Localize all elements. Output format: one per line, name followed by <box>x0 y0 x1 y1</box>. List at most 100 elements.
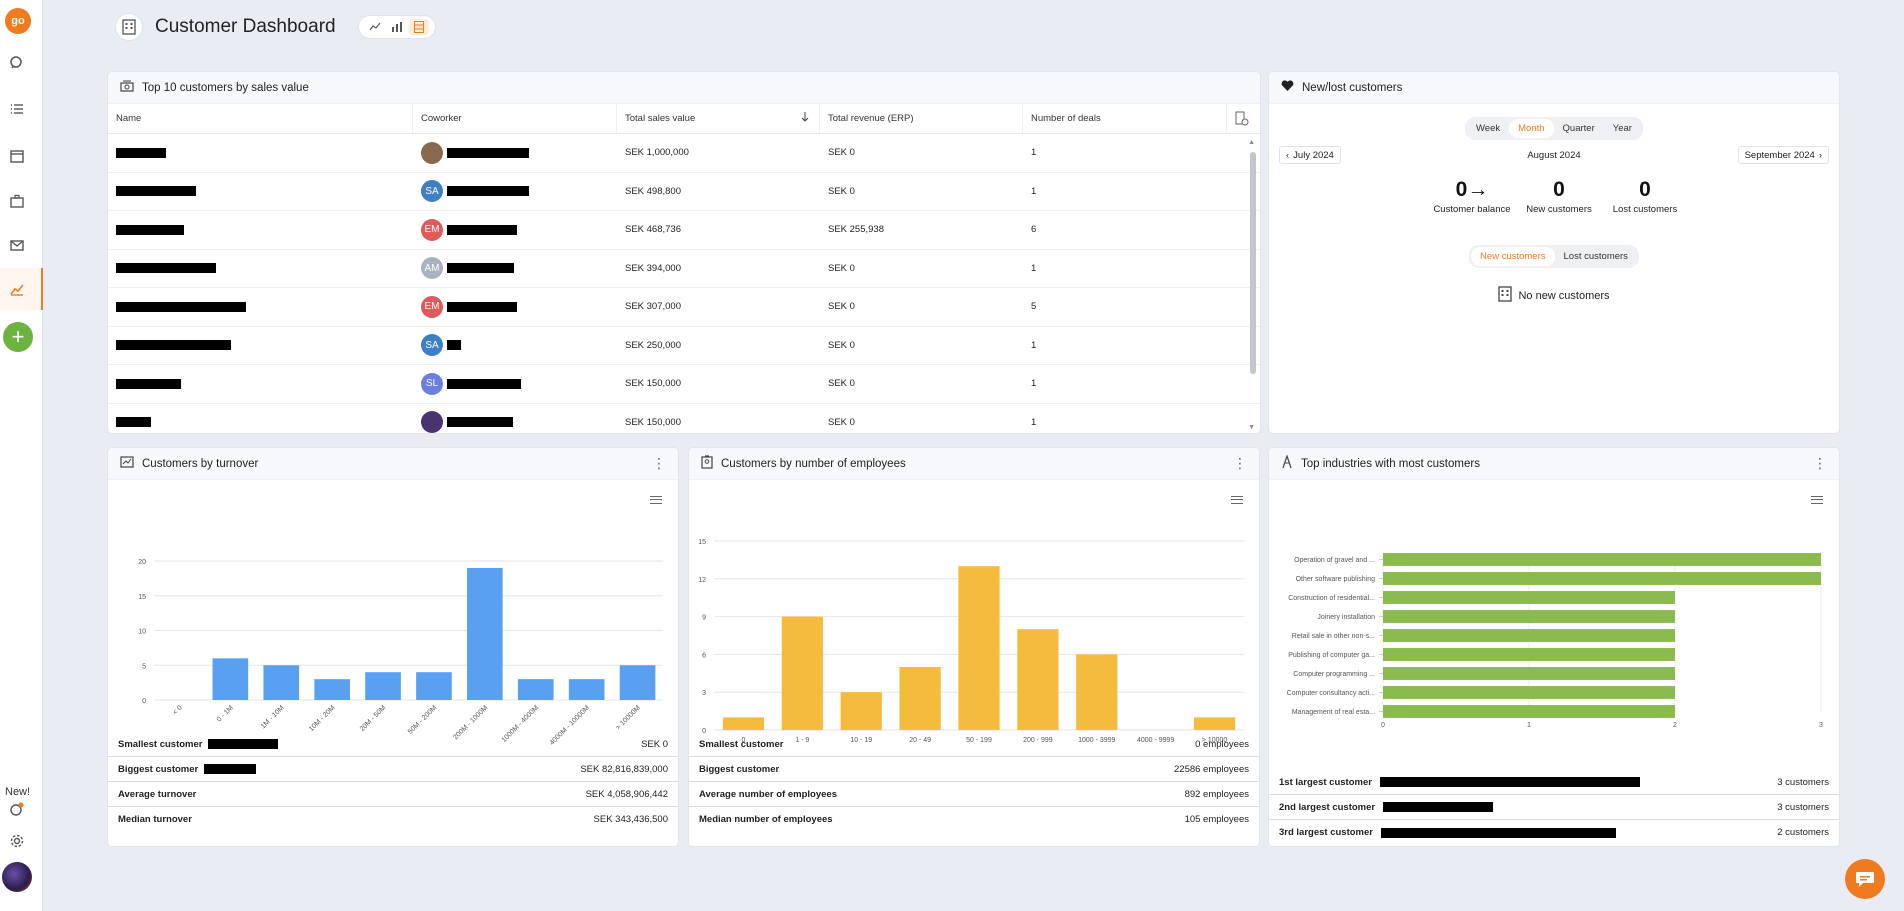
more-options-icon[interactable]: ⋮ <box>652 455 666 471</box>
cell-name[interactable] <box>108 224 413 235</box>
cell-coworker[interactable] <box>413 411 617 433</box>
new-label[interactable]: New! <box>5 786 31 798</box>
industries-bar-chart: 0 1 2 3 Operation of gravel and ... Other sof… <box>1287 553 1823 729</box>
table-row[interactable]: EM SEK 307,000 SEK 0 5 <box>108 288 1260 327</box>
summary-label: Smallest customer <box>118 738 203 750</box>
bar <box>1383 591 1675 604</box>
column-header-name[interactable]: Name <box>108 104 413 133</box>
x-tick-label: 4000 - 9999 <box>1137 737 1174 744</box>
period-month[interactable]: Month <box>1509 119 1554 138</box>
redacted-name <box>116 378 181 389</box>
cell-coworker[interactable]: SL <box>413 372 617 395</box>
table-row[interactable]: SL SEK 150,000 SEK 0 1 <box>108 365 1260 404</box>
cell-name[interactable] <box>108 147 413 158</box>
scrollbar-thumb[interactable] <box>1250 152 1256 374</box>
x-tick-label: 0 - 1M <box>216 704 235 723</box>
column-header-total-sales[interactable]: Total sales value <box>617 104 820 133</box>
industries-card-header: Top industries with most customers ⋮ <box>1269 448 1839 480</box>
chart-menu-icon[interactable] <box>1811 496 1823 504</box>
add-button[interactable]: + <box>3 322 33 352</box>
y-tick-label: 15 <box>698 539 706 546</box>
x-tick-label: 50 - 199 <box>966 737 992 744</box>
y-tick-label: Retail sale in other non-s... <box>1292 633 1375 640</box>
table-row[interactable]: EM SEK 468,736 SEK 255,938 6 <box>108 211 1260 250</box>
chart-menu-icon[interactable] <box>1231 496 1243 504</box>
x-tick-label: > 10000M <box>615 704 642 731</box>
summary-label: Median turnover <box>118 814 192 825</box>
period-quarter[interactable]: Quarter <box>1562 123 1595 134</box>
table-view-icon[interactable] <box>408 19 429 35</box>
column-header-label: Total sales value <box>625 113 696 124</box>
cell-coworker[interactable]: EM <box>413 295 617 318</box>
app-logo[interactable]: go <box>5 8 31 34</box>
cell-coworker[interactable]: SA <box>413 334 617 357</box>
bar <box>1076 654 1118 730</box>
more-options-icon[interactable]: ⋮ <box>1233 455 1247 471</box>
cell-name[interactable] <box>108 340 413 351</box>
table-body: SEK 1,000,000 SEK 0 1 SA SEK 498,800 SEK 0 1 EM… <box>108 134 1260 433</box>
period-week[interactable]: Week <box>1476 123 1501 134</box>
heart-icon <box>1281 80 1294 95</box>
cell-name[interactable] <box>108 301 413 312</box>
scroll-down-icon[interactable]: ▼ <box>1248 424 1255 431</box>
redacted-coworker <box>447 301 517 312</box>
column-header-total-revenue[interactable]: Total revenue (ERP) <box>820 104 1023 133</box>
dashboard-chart-icon[interactable] <box>8 280 26 298</box>
view-switch <box>357 15 436 39</box>
x-tick-label: 0 <box>741 737 745 744</box>
tab-lost-customers[interactable]: Lost customers <box>1563 251 1628 262</box>
cell-revenue: SEK 255,938 <box>828 224 884 236</box>
card-title: Top 10 customers by sales value <box>142 81 309 94</box>
more-options-icon[interactable]: ⋮ <box>1813 455 1827 471</box>
table-row[interactable]: SEK 150,000 SEK 0 1 <box>108 404 1260 433</box>
avatar: EM <box>421 295 443 318</box>
table-row[interactable]: SEK 1,000,000 SEK 0 1 <box>108 134 1260 173</box>
cell-name[interactable] <box>108 417 413 428</box>
bar <box>263 665 300 700</box>
user-avatar[interactable] <box>2 862 32 892</box>
table-row[interactable]: SA SEK 498,800 SEK 0 1 <box>108 173 1260 211</box>
chart-menu-icon[interactable] <box>650 496 662 504</box>
calendar-icon[interactable] <box>8 147 26 165</box>
cell-name[interactable] <box>108 263 413 274</box>
top10-card-header: Top 10 customers by sales value <box>108 72 1260 104</box>
bar-chart-view-icon[interactable] <box>387 19 407 35</box>
page-header: Customer Dashboard <box>115 12 436 42</box>
mail-icon[interactable] <box>8 236 26 254</box>
prev-period-label: July 2024 <box>1293 149 1334 161</box>
prev-period-button[interactable]: ‹ July 2024 <box>1279 146 1341 164</box>
y-tick-label: Joinery installation <box>1317 614 1375 621</box>
sort-down-icon[interactable] <box>801 112 809 125</box>
summary-label: 1st largest customer <box>1279 776 1372 788</box>
chat-support-button[interactable] <box>1845 859 1885 899</box>
search-icon[interactable] <box>8 54 26 72</box>
summary-value: SEK 0 <box>641 738 668 750</box>
whats-new-icon[interactable] <box>8 800 26 818</box>
column-header-coworker[interactable]: Coworker <box>413 104 617 133</box>
cell-coworker[interactable]: AM <box>413 257 617 280</box>
cell-coworker[interactable] <box>413 141 617 164</box>
new-customers-value: 0 <box>1553 178 1565 201</box>
summary-label: 3rd largest customer <box>1279 827 1373 838</box>
table-row[interactable]: AM SEK 394,000 SEK 0 1 <box>108 250 1260 288</box>
cell-name[interactable] <box>108 378 413 389</box>
list-icon[interactable] <box>8 100 26 118</box>
tab-new-customers[interactable]: New customers <box>1471 247 1555 266</box>
settings-gear-icon[interactable] <box>8 832 26 850</box>
next-period-button[interactable]: September 2024 › <box>1737 146 1829 164</box>
cell-coworker[interactable]: EM <box>413 218 617 241</box>
cell-name[interactable] <box>108 186 413 197</box>
line-chart-view-icon[interactable] <box>365 19 385 35</box>
briefcase-icon[interactable] <box>8 192 26 210</box>
redacted-name <box>116 263 216 274</box>
column-settings-icon[interactable] <box>1227 104 1260 133</box>
cell-coworker[interactable]: SA <box>413 180 617 203</box>
scroll-up-icon[interactable]: ▲ <box>1248 139 1255 146</box>
period-year[interactable]: Year <box>1612 123 1632 134</box>
table-row[interactable]: SA SEK 250,000 SEK 0 1 <box>108 327 1260 365</box>
period-selector: Week Month Quarter Year <box>1465 117 1643 140</box>
column-header-deals[interactable]: Number of deals <box>1023 104 1227 133</box>
employees-card: Customers by number of employees ⋮ 0 3 6 9 1… <box>689 448 1259 846</box>
table-scrollbar[interactable] <box>1250 144 1256 429</box>
bar <box>781 616 823 730</box>
